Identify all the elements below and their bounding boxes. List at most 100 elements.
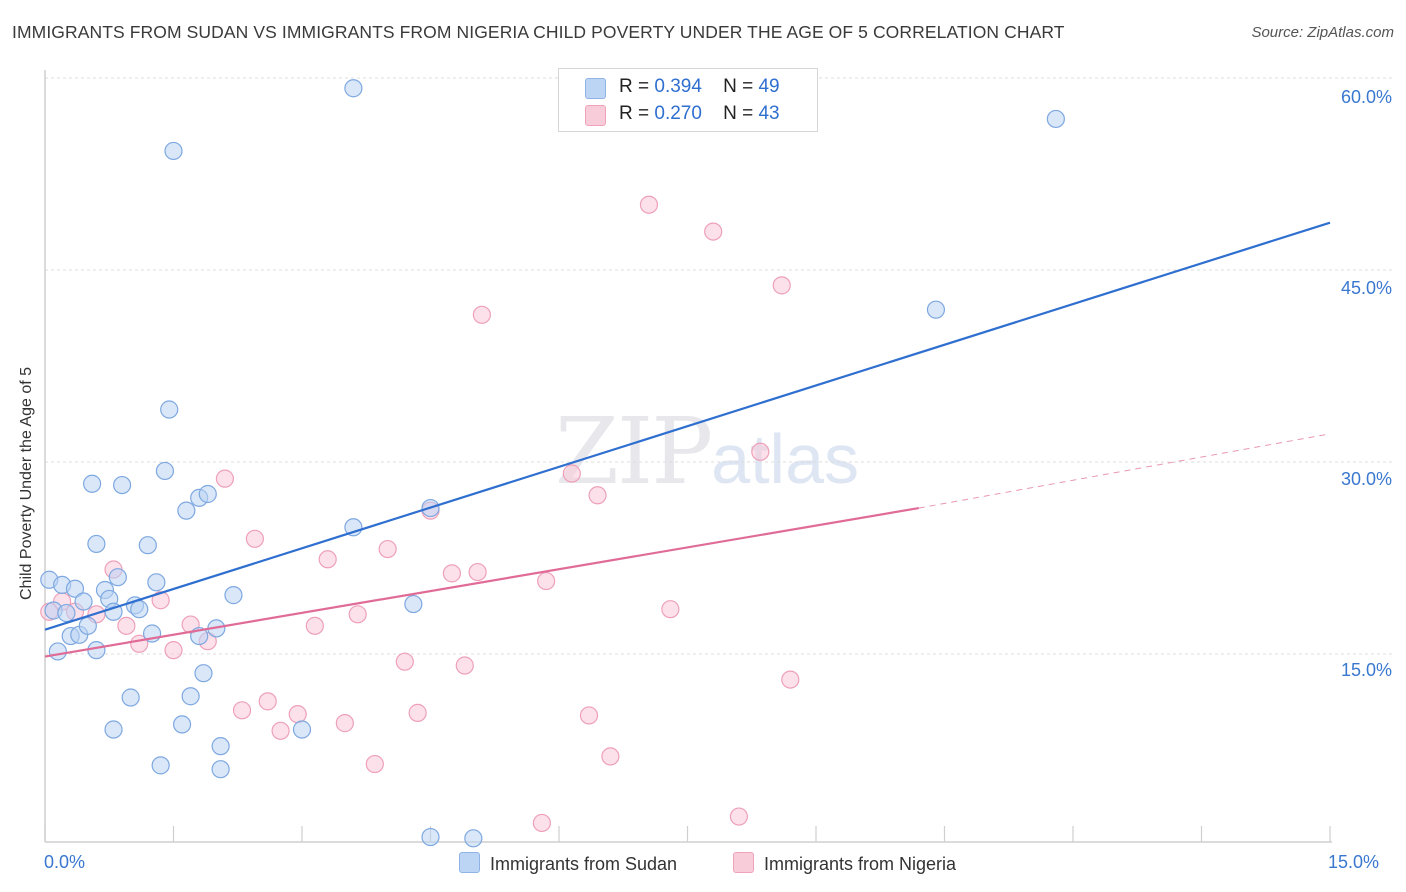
- sudan-n-value: 49: [758, 76, 780, 97]
- nigeria-r-label: R =: [619, 103, 650, 124]
- nigeria-point: [318, 550, 337, 569]
- chart-title: IMMIGRANTS FROM SUDAN VS IMMIGRANTS FROM…: [12, 22, 1065, 42]
- bottom-legend-sudan: Immigrants from Sudan: [459, 852, 677, 875]
- sudan-point: [164, 141, 183, 161]
- sudan-trend-line: [44, 221, 1331, 631]
- nigeria-n-label: N =: [723, 103, 754, 124]
- sudan-point: [155, 461, 175, 481]
- nigeria-point: [532, 813, 551, 833]
- sudan-swatch: [585, 78, 606, 99]
- nigeria-point: [164, 641, 183, 660]
- sudan-point: [404, 594, 423, 614]
- x-tick-min: 0.0%: [44, 852, 86, 872]
- nigeria-point: [562, 464, 581, 483]
- sudan-point: [464, 829, 483, 848]
- nigeria-point: [215, 469, 234, 488]
- sudan-point: [224, 586, 243, 605]
- sudan-point: [74, 592, 93, 611]
- nigeria-point: [639, 195, 659, 214]
- nigeria-point: [468, 562, 487, 582]
- nigeria-point: [151, 591, 170, 610]
- nigeria-point: [472, 305, 491, 324]
- nigeria-point: [348, 605, 367, 624]
- sudan-r-label: R =: [619, 76, 650, 97]
- y-tick-45: 45.0%: [1340, 278, 1392, 298]
- sudan-point: [87, 534, 106, 554]
- sudan-point: [147, 573, 166, 592]
- nigeria-point: [305, 616, 324, 635]
- sudan-point: [78, 616, 97, 635]
- nigeria-point: [704, 222, 723, 241]
- sudan-points: [40, 79, 1065, 848]
- sudan-point: [130, 600, 149, 619]
- legend: R = 0.394 N = 49 R = 0.270 N = 43: [558, 68, 818, 132]
- nigeria-point: [537, 571, 556, 591]
- bottom-sudan-swatch: [459, 852, 480, 873]
- y-tick-60: 60.0%: [1340, 87, 1392, 107]
- axes: [44, 70, 1332, 843]
- nigeria-point: [395, 652, 414, 671]
- y-axis-label: Child Poverty Under the Age of 5: [18, 366, 35, 600]
- source-label: Source: ZipAtlas.com: [1251, 24, 1394, 41]
- nigeria-point: [661, 600, 680, 619]
- watermark: ZIPatlas: [555, 398, 859, 505]
- sudan-point: [211, 760, 230, 779]
- nigeria-point: [442, 564, 462, 583]
- sudan-point: [104, 720, 123, 739]
- sudan-point: [211, 737, 230, 756]
- bottom-nigeria-label: Immigrants from Nigeria: [764, 854, 957, 874]
- sudan-point: [160, 400, 179, 419]
- sudan-point: [292, 720, 312, 739]
- y-tick-30: 30.0%: [1340, 469, 1392, 489]
- nigeria-point: [455, 656, 474, 675]
- sudan-point: [87, 641, 106, 660]
- sudan-point: [172, 715, 192, 734]
- sudan-point: [121, 688, 140, 707]
- nigeria-point: [245, 529, 264, 548]
- sudan-point: [421, 827, 440, 847]
- nigeria-point: [588, 486, 607, 505]
- sudan-point: [83, 474, 102, 493]
- grid-lines: [45, 77, 1392, 655]
- nigeria-point: [335, 714, 354, 733]
- sudan-point: [344, 79, 363, 98]
- sudan-point: [181, 687, 200, 706]
- sudan-point: [177, 501, 196, 520]
- nigeria-point: [258, 692, 277, 711]
- nigeria-point: [117, 616, 136, 635]
- nigeria-trend-line: [44, 506, 919, 658]
- bottom-nigeria-swatch: [733, 852, 754, 873]
- nigeria-trend-line: [918, 433, 1331, 509]
- nigeria-point: [408, 703, 427, 722]
- sudan-point: [112, 475, 132, 495]
- y-tick-15: 15.0%: [1340, 660, 1392, 680]
- nigeria-point: [772, 276, 791, 295]
- sudan-point: [65, 579, 85, 598]
- nigeria-n-value: 43: [758, 103, 780, 124]
- sudan-r-value: 0.394: [654, 76, 702, 97]
- nigeria-point: [378, 539, 397, 559]
- sudan-point: [194, 664, 213, 683]
- nigeria-point: [601, 747, 620, 766]
- sudan-point: [198, 484, 217, 504]
- sudan-point: [138, 536, 157, 555]
- nigeria-points: [40, 195, 800, 833]
- nigeria-point: [751, 442, 770, 461]
- sudan-point: [151, 756, 170, 775]
- sudan-point: [926, 300, 946, 319]
- x-tick-max: 15.0%: [1328, 852, 1380, 872]
- sudan-point: [1046, 109, 1065, 129]
- nigeria-point: [288, 705, 307, 724]
- nigeria-point: [579, 706, 599, 725]
- bottom-legend-nigeria: Immigrants from Nigeria: [733, 852, 956, 875]
- nigeria-r-value: 0.270: [654, 103, 702, 124]
- bottom-sudan-label: Immigrants from Sudan: [490, 854, 678, 874]
- sudan-n-label: N =: [723, 76, 754, 97]
- nigeria-point: [365, 754, 384, 774]
- nigeria-swatch: [585, 105, 606, 126]
- sudan-point: [108, 568, 127, 587]
- sudan-point: [48, 642, 67, 661]
- nigeria-point: [232, 701, 252, 720]
- sudan-point: [57, 603, 76, 623]
